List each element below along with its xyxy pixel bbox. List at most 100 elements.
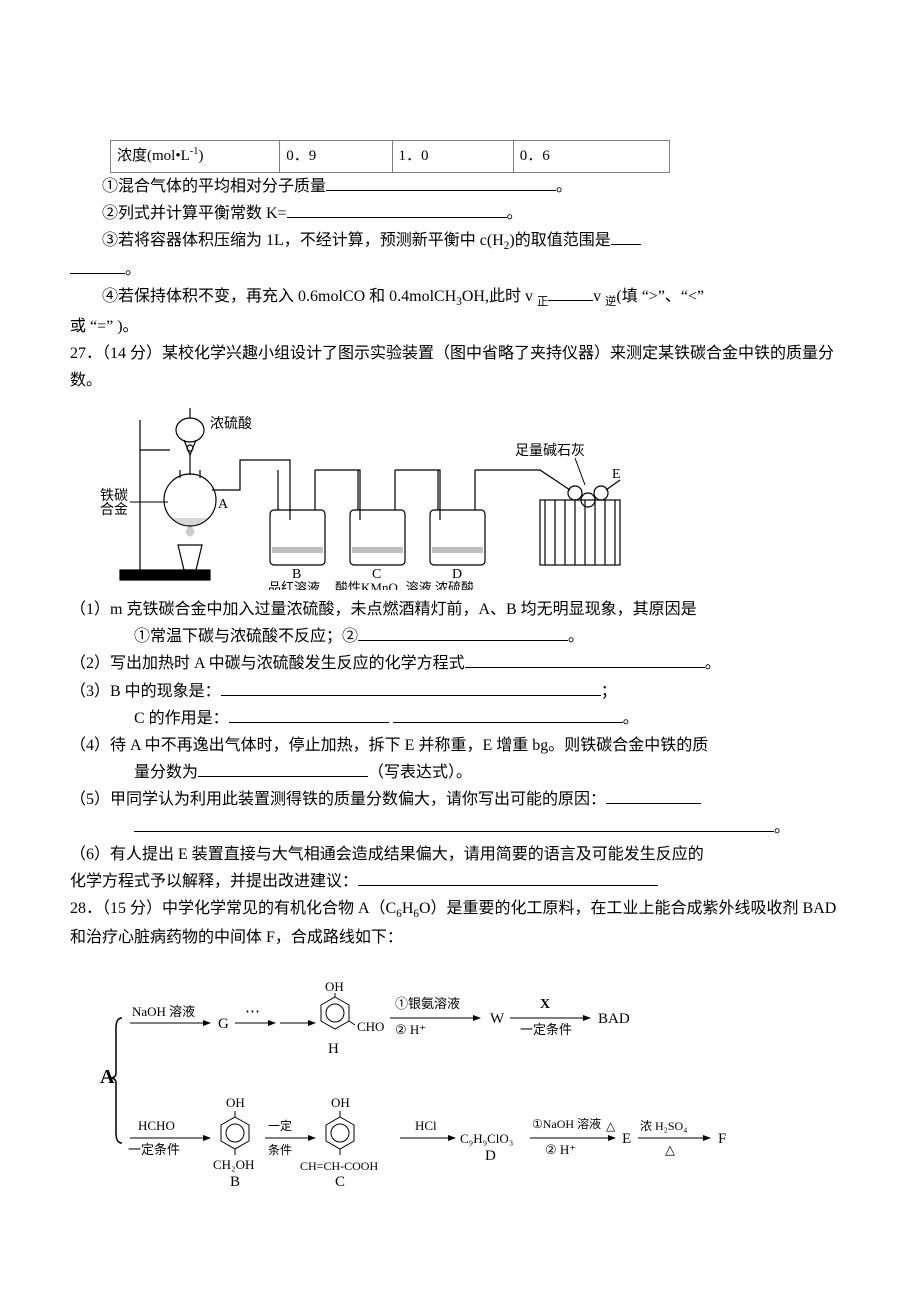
synthesis-route-figure: A NaOH 溶液 G ⋯ OH CHO H ①银氨溶液 ② H⁺ W X 一定… xyxy=(100,958,850,1198)
blank xyxy=(358,869,658,886)
node-C: C xyxy=(335,1174,345,1190)
label-OH: OH xyxy=(325,979,344,994)
blank xyxy=(611,228,641,245)
concentration-table: 浓度(mol•L-1) 0．9 1．0 0．6 xyxy=(110,140,670,173)
label-alloy: 铁碳合金 xyxy=(100,488,128,518)
apparatus-svg: 浓硫酸 铁碳合金 A B 品红溶液 C 酸性KMnO₄ 溶液 D 浓硫酸 E 足… xyxy=(100,400,690,590)
q27-3c: C 的作用是： 。 xyxy=(70,705,850,732)
q27-6: （6）有人提出 E 装置直接与大气相通会造成结果偏大，请用简要的语言及可能发生反… xyxy=(70,841,850,868)
text: （写表达式）。 xyxy=(368,764,472,781)
q-line-3b: 。 xyxy=(70,256,850,283)
text: 。 xyxy=(556,178,572,195)
node-E: E xyxy=(622,1131,631,1147)
heat-tri: △ xyxy=(606,1119,616,1133)
arrow-label-hcho: HCHO xyxy=(138,1118,175,1133)
q-line-3: ③若将容器体积压缩为 1L，不经计算，预测新平衡中 c(H2)的取值范围是 xyxy=(70,227,850,256)
sub-zheng: 正 xyxy=(537,296,548,308)
q27-5b: 。 xyxy=(70,814,850,841)
q-line-1: ①混合气体的平均相对分子质量 。 xyxy=(70,173,850,200)
arrow-label-naoh: NaOH 溶液 xyxy=(132,1004,195,1019)
text: （4）待 A 中不再逸出气体时，停止加热，拆下 E 并称重，E 增重 bg。则铁… xyxy=(70,737,708,754)
blank xyxy=(198,760,368,777)
label-OH-b: OH xyxy=(226,1095,245,1110)
dots: ⋯ xyxy=(245,1004,260,1020)
blank xyxy=(326,174,556,191)
q-line-2: ②列式并计算平衡常数 K= 。 xyxy=(70,200,850,227)
q27-2: （2）写出加热时 A 中碳与浓硫酸发生反应的化学方程式。 xyxy=(70,650,850,677)
arrow-label-cond: 一定条件 xyxy=(520,1022,572,1037)
row-label-cell: 浓度(mol•L-1) xyxy=(111,141,280,173)
table-row: 浓度(mol•L-1) 0．9 1．0 0．6 xyxy=(111,141,670,173)
text: 化学方程式予以解释，并提出改进建议： xyxy=(70,873,358,890)
text: 。 xyxy=(705,655,721,672)
q27-1b: ①常温下碳与浓硫酸不反应；② 。 xyxy=(70,623,850,650)
text: 28．（15 分）中学化学常见的有机化合物 A（C xyxy=(70,900,396,917)
blank xyxy=(70,257,125,274)
route-svg: A NaOH 溶液 G ⋯ OH CHO H ①银氨溶液 ② H⁺ W X 一定… xyxy=(100,958,740,1198)
blank xyxy=(548,284,593,301)
text: v xyxy=(593,288,605,305)
text: ②列式并计算平衡常数 K= xyxy=(102,205,287,222)
node-B: B xyxy=(230,1174,240,1190)
q27-6b: 化学方程式予以解释，并提出改进建议： xyxy=(70,868,850,895)
label-A: A xyxy=(218,497,229,512)
arrow-label-h2so4: 浓 H₂SO₄ xyxy=(640,1119,687,1133)
row-label: 浓度(mol•L xyxy=(117,148,190,164)
text: 量分数为 xyxy=(134,764,198,781)
text: ③若将容器体积压缩为 1L，不经计算，预测新平衡中 c(H xyxy=(102,232,504,249)
text: ①常温下碳与浓硫酸不反应；② xyxy=(134,628,358,645)
arrow-label-hplus2: ② H⁺ xyxy=(545,1142,576,1157)
q-line-4b: 或 “=” )。 xyxy=(70,313,850,340)
arrow-label-cond3a: 一定 xyxy=(268,1118,292,1133)
text: (填 “>”、“<” xyxy=(616,288,704,305)
text: C 的作用是： xyxy=(134,710,229,727)
cell-1: 0．9 xyxy=(280,141,392,173)
text: （5）甲同学认为利用此装置测得铁的质量分数偏大，请你写出可能的原因： xyxy=(70,791,606,808)
label-chch: CH=CH-COOH xyxy=(300,1159,378,1173)
node-c9: C₉H₉ClO₃ xyxy=(460,1131,513,1146)
q27-4b: 量分数为 （写表达式）。 xyxy=(70,759,850,786)
arrow-label-hplus: ② H⁺ xyxy=(395,1022,426,1037)
label-OH-c: OH xyxy=(331,1095,350,1110)
text: （3）B 中的现象是： xyxy=(70,683,221,700)
cell-2: 1．0 xyxy=(392,141,513,173)
label-B-sub: 品红溶液 xyxy=(268,580,320,590)
arrow-label-silver: ①银氨溶液 xyxy=(395,996,460,1011)
text: )的取值范围是 xyxy=(509,232,610,249)
blank xyxy=(134,815,774,832)
label-C-sub: 酸性KMnO₄ 溶液 xyxy=(335,580,432,590)
text: H xyxy=(402,900,414,917)
blank xyxy=(358,624,568,641)
text: 。 xyxy=(507,205,523,222)
node-BAD: BAD xyxy=(598,1011,630,1027)
row-label-close: ) xyxy=(199,148,204,164)
node-G: G xyxy=(218,1016,229,1032)
label-E: E xyxy=(612,467,621,482)
blank xyxy=(393,706,623,723)
blank xyxy=(465,651,705,668)
label-lime: 足量碱石灰 xyxy=(515,443,585,459)
blank xyxy=(287,201,507,218)
text: （1）m 克铁碳合金中加入过量浓硫酸，未点燃酒精灯前，A、B 均无明显现象，其原… xyxy=(70,601,697,618)
node-H: H xyxy=(328,1041,339,1057)
arrow-label-naoh2: ①NaOH 溶液 xyxy=(532,1116,601,1131)
blank xyxy=(229,706,389,723)
text: 。 xyxy=(568,628,584,645)
arrow-label-hcl: HCl xyxy=(415,1118,437,1133)
text: 或 “=” )。 xyxy=(70,318,139,335)
q27-3: （3）B 中的现象是： ； xyxy=(70,678,850,705)
blank xyxy=(221,679,601,696)
text: ①混合气体的平均相对分子质量 xyxy=(102,178,326,195)
q27-4: （4）待 A 中不再逸出气体时，停止加热，拆下 E 并称重，E 增重 bg。则铁… xyxy=(70,732,850,759)
apparatus-figure: 浓硫酸 铁碳合金 A B 品红溶液 C 酸性KMnO₄ 溶液 D 浓硫酸 E 足… xyxy=(100,400,850,590)
node-F: F xyxy=(718,1131,726,1147)
text: 。 xyxy=(774,819,790,836)
sub-ni: 逆 xyxy=(605,296,616,308)
arrow-label-cond2: 一定条件 xyxy=(128,1142,180,1157)
q27-1: （1）m 克铁碳合金中加入过量浓硫酸，未点燃酒精灯前，A、B 均无明显现象，其原… xyxy=(70,596,850,623)
text: 。 xyxy=(623,710,639,727)
cell-3: 0．6 xyxy=(513,141,669,173)
text: （6）有人提出 E 装置直接与大气相通会造成结果偏大，请用简要的语言及可能发生反… xyxy=(70,846,704,863)
text: ； xyxy=(601,683,617,700)
q27-stem: 27．（14 分）某校化学兴趣小组设计了图示实验装置（图中省略了夹持仪器）来测定… xyxy=(70,340,850,394)
